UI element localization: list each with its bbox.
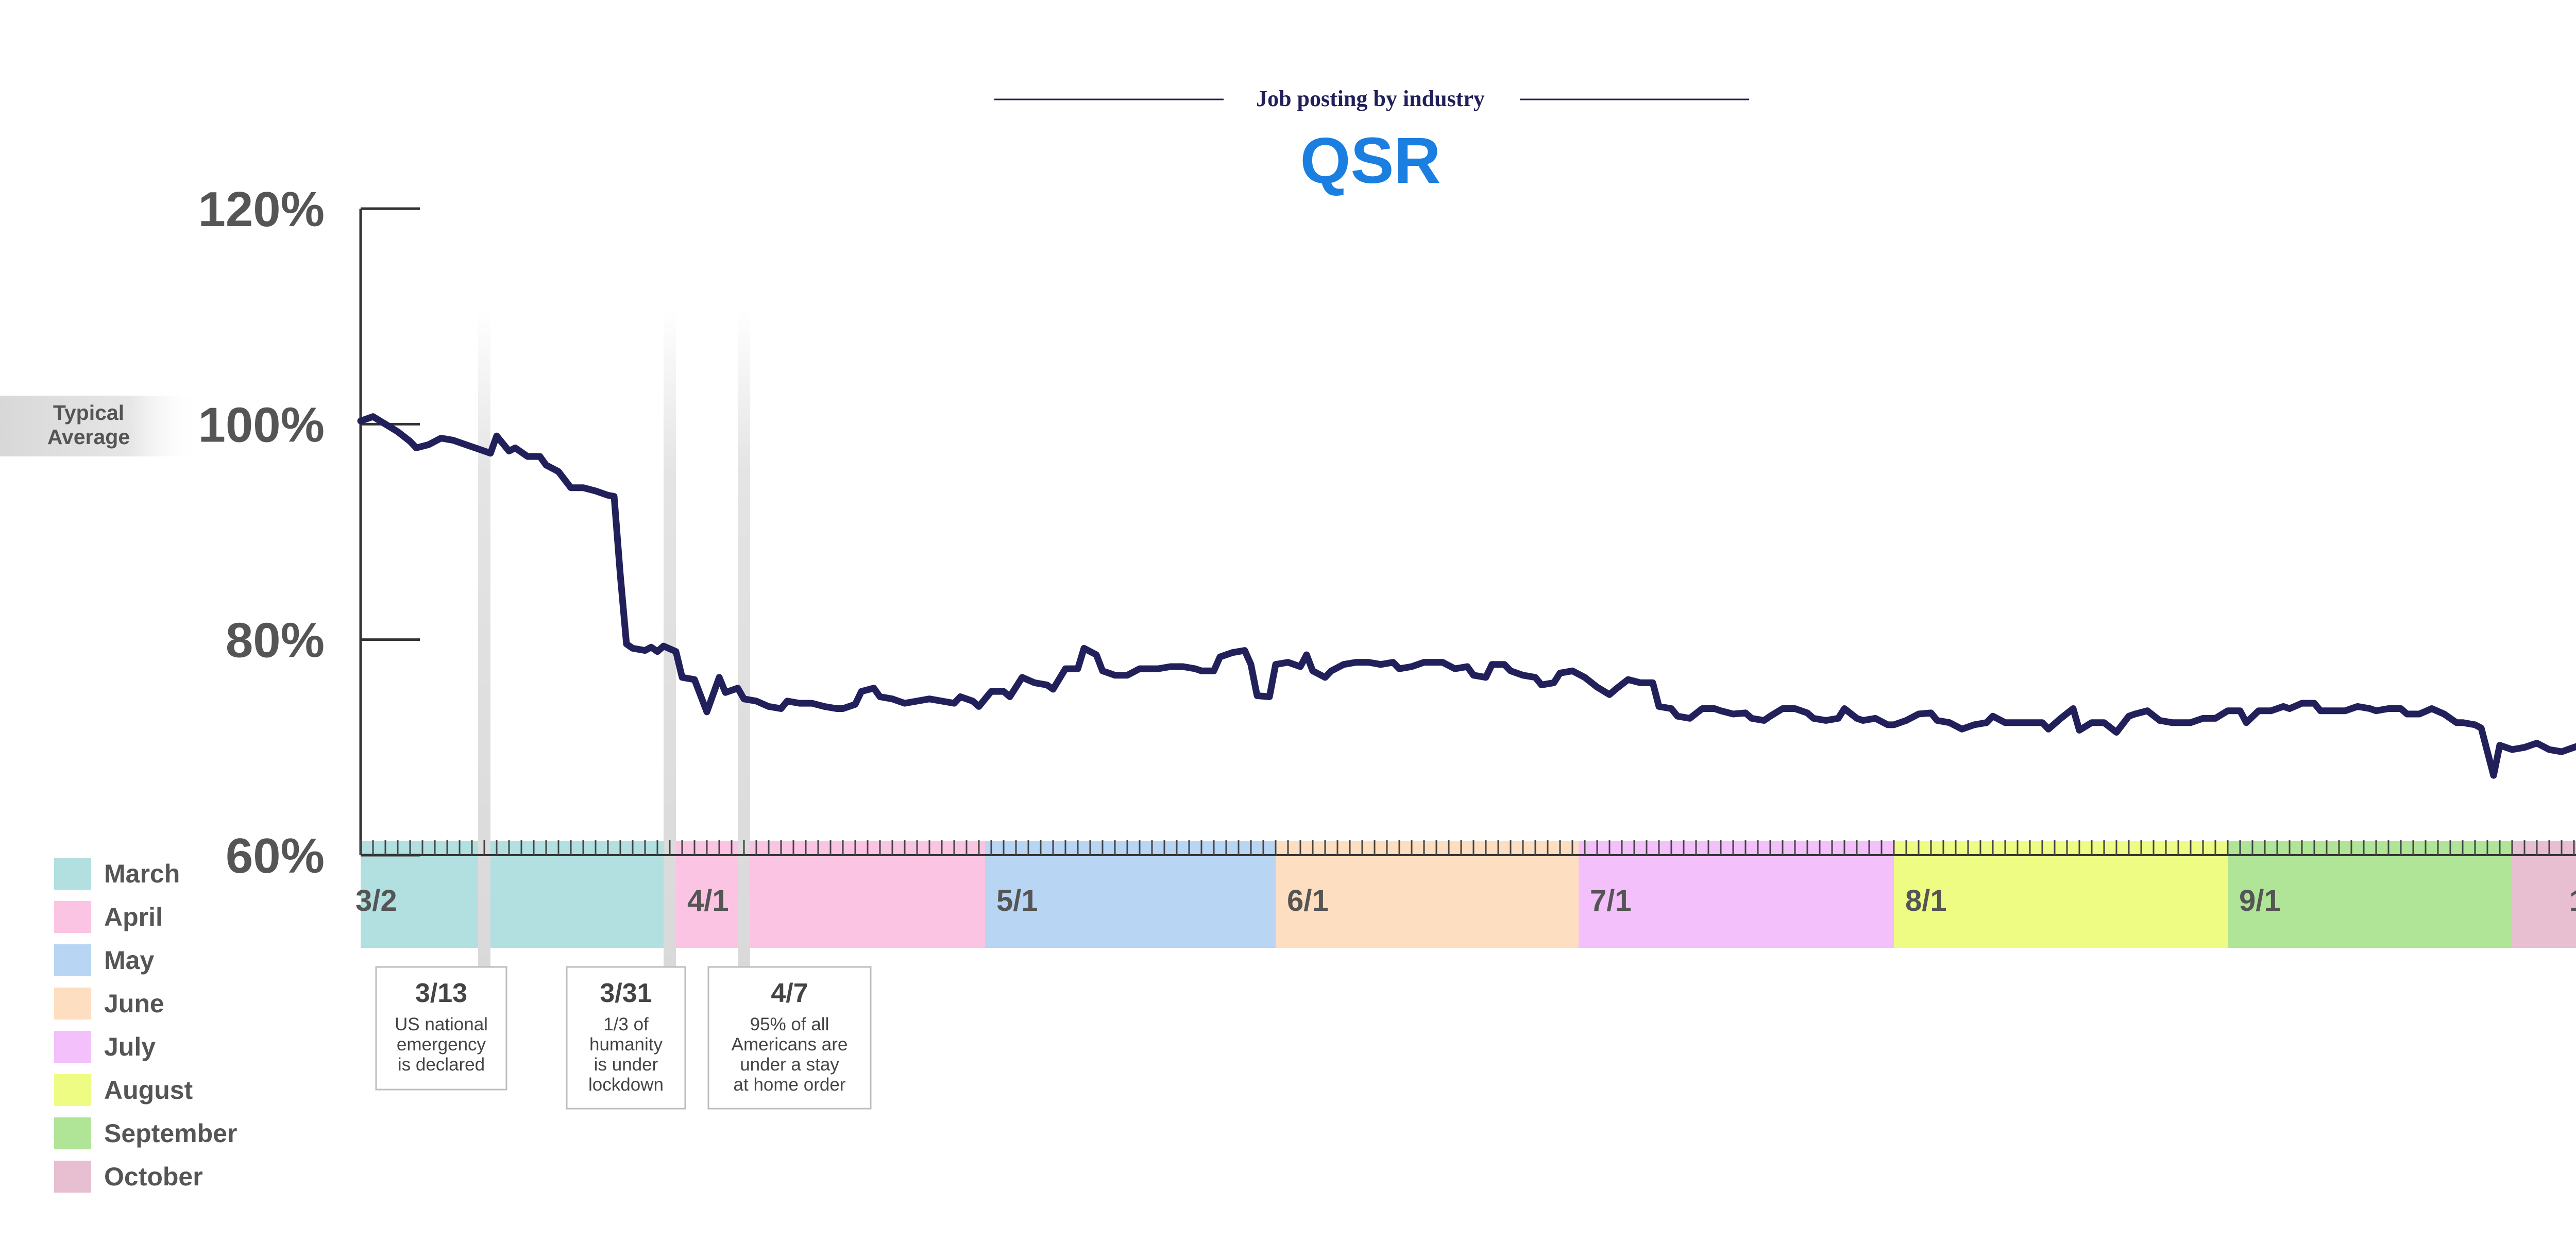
x-tick-label: 5/1: [996, 884, 1038, 918]
month-band-october: [2512, 841, 2576, 948]
legend-item-september: September: [54, 1117, 237, 1149]
legend-swatch: [54, 1117, 91, 1149]
month-band-august: [1894, 841, 2228, 948]
event-text-line: humanity: [589, 1034, 663, 1055]
legend-item-may: May: [54, 944, 154, 976]
legend-item-march: March: [54, 858, 180, 890]
y-tick-label: 100%: [198, 397, 325, 452]
legend-label: May: [104, 946, 154, 975]
legend-label: June: [104, 989, 164, 1018]
event-text-line: 1/3 of: [603, 1014, 649, 1034]
event-date: 4/7: [771, 978, 808, 1008]
event-box: [566, 966, 686, 1110]
month-band-april: [676, 841, 985, 948]
chart-title: QSR: [1300, 124, 1440, 197]
month-band-september: [2228, 841, 2512, 948]
legend-label: August: [104, 1076, 193, 1105]
legend-item-july: July: [54, 1031, 156, 1063]
legend-label: July: [104, 1032, 156, 1061]
y-tick-label: 60%: [226, 828, 325, 884]
y-tick-label: 80%: [226, 613, 325, 668]
event-text-line: lockdown: [588, 1075, 664, 1095]
event-text-line: US national: [395, 1014, 488, 1034]
day-ticks: [360, 840, 2576, 856]
y-tick-label: 120%: [198, 182, 325, 237]
month-bands: [361, 841, 2576, 948]
event-text-line: Americans are: [732, 1034, 848, 1055]
y-axis: 60% 80% 100% 120%: [198, 182, 420, 884]
x-tick-label: 3/2: [355, 884, 397, 918]
legend-swatch: [54, 988, 91, 1020]
legend-item-june: June: [54, 988, 164, 1020]
month-band-july: [1579, 841, 1894, 948]
x-tick-label: 8/1: [1905, 884, 1947, 918]
legend-item-april: April: [54, 901, 163, 933]
legend-item-august: August: [54, 1074, 193, 1106]
typical-average-label-line2: Average: [47, 425, 130, 449]
typical-average-label-line1: Typical: [53, 401, 124, 424]
event-box: [375, 966, 507, 1091]
event-text-line: 95% of all: [750, 1014, 829, 1034]
x-tick-label: 9/1: [2239, 884, 2281, 918]
legend-label: April: [104, 903, 163, 931]
event-markers: [478, 309, 750, 969]
month-band-march: [361, 841, 676, 948]
month-tick-labels: 3/2 4/1 5/1 6/1 7/1 8/1 9/1 10/12: [355, 884, 2576, 918]
event-text-line: under a stay: [740, 1055, 839, 1075]
legend-swatch: [54, 1074, 91, 1106]
x-tick-label: 10/12: [2569, 884, 2576, 918]
x-tick-label: 7/1: [1590, 884, 1632, 918]
legend-swatch: [54, 1161, 91, 1193]
x-tick-label: 6/1: [1287, 884, 1329, 918]
typical-average-band: [0, 396, 201, 456]
event-text-line: is declared: [398, 1055, 485, 1075]
legend-item-october: October: [54, 1161, 203, 1193]
series-line-1: [357, 413, 2576, 779]
event-text-line: emergency: [397, 1034, 486, 1055]
legend-swatch: [54, 944, 91, 976]
event-date: 3/31: [600, 978, 652, 1008]
event-date: 3/13: [415, 978, 467, 1008]
month-band-june: [1276, 841, 1579, 948]
event-box: [707, 966, 872, 1110]
month-band-may: [985, 841, 1276, 948]
legend-label: September: [104, 1119, 237, 1148]
chart-subtitle: Job posting by industry: [1256, 86, 1485, 111]
event-marker-3: [738, 309, 750, 969]
legend-swatch: [54, 1031, 91, 1063]
legend-swatch: [54, 858, 91, 890]
event-marker-1: [478, 309, 490, 969]
legend-swatch: [54, 901, 91, 933]
legend: March April May June July August September Octo…: [54, 858, 237, 1193]
event-marker-2: [664, 309, 676, 969]
series-layer: [357, 413, 2576, 779]
event-text-line: is under: [594, 1055, 658, 1075]
legend-label: October: [104, 1162, 203, 1191]
event-text-line: at home order: [734, 1075, 846, 1095]
legend-label: March: [104, 859, 180, 888]
x-tick-label: 4/1: [687, 884, 729, 918]
